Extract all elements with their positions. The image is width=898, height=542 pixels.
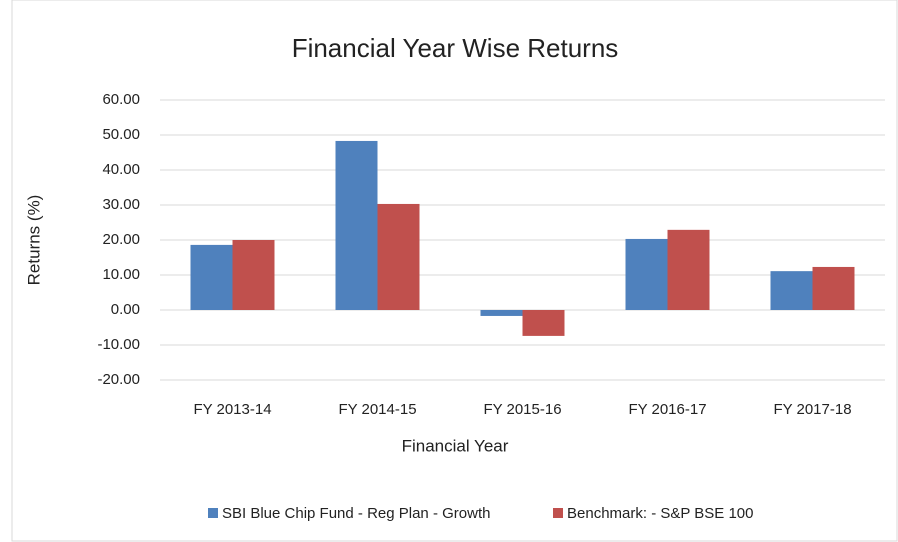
bar: [480, 310, 523, 316]
bar: [335, 140, 378, 310]
y-tick-label: 40.00: [102, 161, 140, 178]
y-tick-label: -20.00: [97, 371, 140, 388]
x-tick-label: FY 2014-15: [338, 401, 416, 418]
bar: [522, 310, 565, 336]
bar: [770, 271, 813, 310]
y-tick-label: 50.00: [102, 126, 140, 143]
y-tick-label: 30.00: [102, 196, 140, 213]
bar: [812, 266, 855, 310]
legend-swatch: [553, 508, 563, 518]
legend-label: Benchmark: - S&P BSE 100: [567, 505, 753, 522]
y-tick-label: 0.00: [111, 301, 140, 318]
y-axis-title: Returns (%): [24, 195, 43, 286]
legend-swatch: [208, 508, 218, 518]
bar: [232, 240, 275, 310]
bar: [190, 244, 233, 310]
x-axis-title: Financial Year: [402, 436, 509, 455]
y-tick-label: 10.00: [102, 266, 140, 283]
x-tick-label: FY 2013-14: [193, 401, 271, 418]
bar: [667, 229, 710, 310]
chart-title: Financial Year Wise Returns: [292, 33, 619, 63]
y-tick-label: -10.00: [97, 336, 140, 353]
x-tick-label: FY 2015-16: [483, 401, 561, 418]
bar: [377, 203, 420, 310]
y-tick-label: 60.00: [102, 91, 140, 108]
x-tick-label: FY 2016-17: [628, 401, 706, 418]
bar: [625, 238, 668, 310]
legend-label: SBI Blue Chip Fund - Reg Plan - Growth: [222, 505, 490, 522]
x-tick-label: FY 2017-18: [773, 401, 851, 418]
chart-border: [11, 0, 898, 542]
y-tick-label: 20.00: [102, 231, 140, 248]
